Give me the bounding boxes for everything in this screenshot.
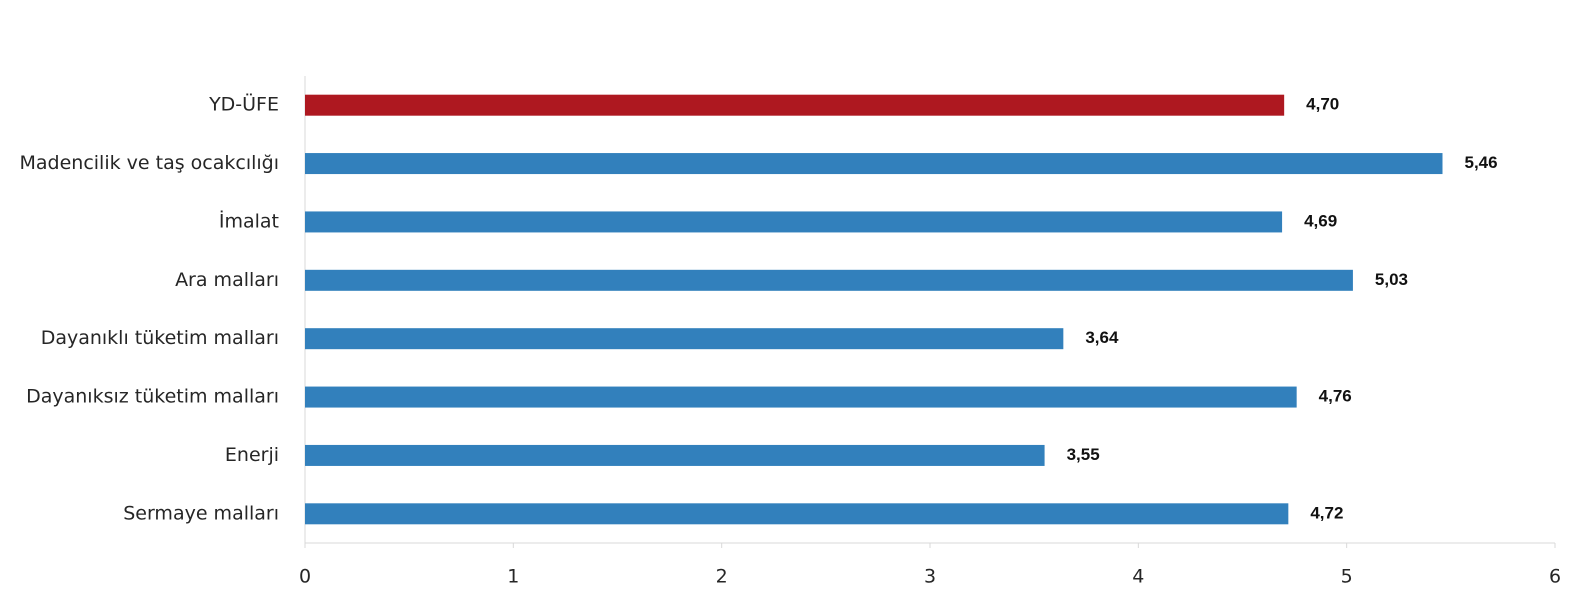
value-label: 4,70 bbox=[1306, 95, 1339, 114]
value-label: 4,72 bbox=[1310, 503, 1343, 522]
bar bbox=[305, 153, 1443, 175]
x-tick-label: 5 bbox=[1341, 566, 1353, 588]
y-tick-label: Enerji bbox=[225, 444, 279, 466]
value-label: 3,55 bbox=[1067, 445, 1100, 464]
value-label: 5,46 bbox=[1465, 153, 1498, 172]
bar bbox=[305, 328, 1064, 350]
bar bbox=[305, 269, 1353, 291]
value-label: 5,03 bbox=[1375, 270, 1408, 289]
y-tick-label: Madencilik ve taş ocakcılığı bbox=[20, 152, 280, 174]
y-tick-label: Dayanıklı tüketim malları bbox=[41, 327, 279, 349]
x-tick-label: 3 bbox=[924, 566, 936, 588]
bar bbox=[305, 211, 1283, 233]
x-tick-label: 0 bbox=[299, 566, 311, 588]
bar bbox=[305, 386, 1297, 408]
x-tick-label: 6 bbox=[1549, 566, 1561, 588]
value-label: 4,69 bbox=[1304, 211, 1337, 230]
bar bbox=[305, 444, 1045, 466]
y-tick-label: YD-ÜFE bbox=[208, 93, 279, 116]
x-tick-label: 4 bbox=[1132, 566, 1144, 588]
x-tick-label: 2 bbox=[716, 566, 728, 588]
x-tick-label: 1 bbox=[507, 566, 519, 588]
value-label: 3,64 bbox=[1085, 328, 1119, 347]
bar bbox=[305, 94, 1285, 116]
y-tick-label: İmalat bbox=[219, 209, 279, 232]
bar bbox=[305, 503, 1289, 525]
y-tick-label: Ara malları bbox=[175, 269, 279, 291]
value-label: 4,76 bbox=[1319, 387, 1352, 406]
y-tick-label: Sermaye malları bbox=[123, 502, 279, 524]
y-tick-label: Dayanıksız tüketim malları bbox=[26, 386, 279, 408]
